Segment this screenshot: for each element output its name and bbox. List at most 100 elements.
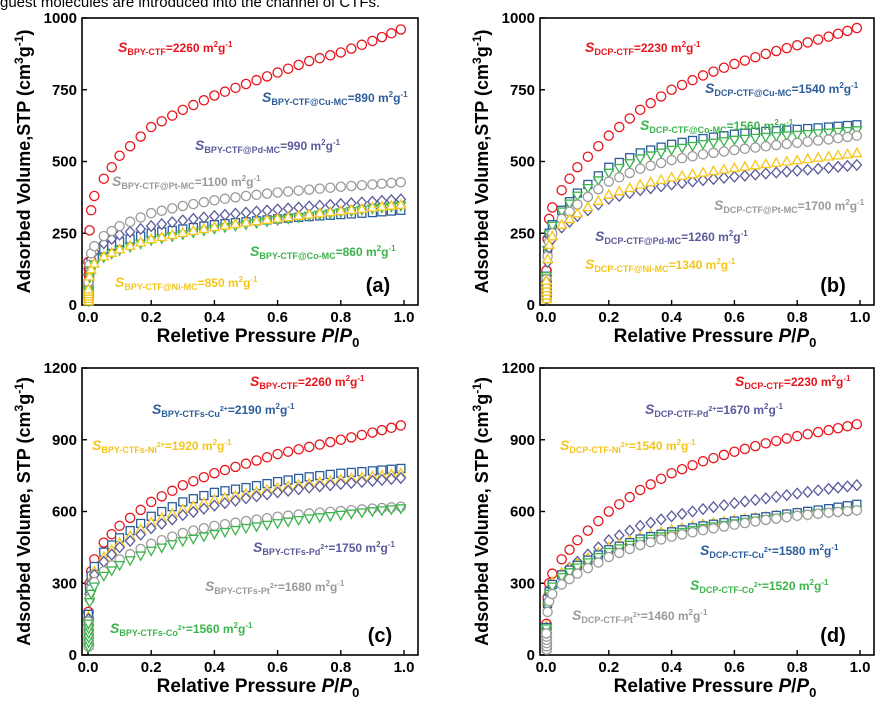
- data-point: [564, 573, 575, 585]
- data-point: [563, 199, 576, 210]
- data-point: [687, 505, 699, 518]
- y-tick-label: 1000: [502, 10, 535, 27]
- series-label: SDCP-CTF@Cu-MC=1540 m2g-1: [705, 80, 859, 98]
- data-point: [547, 588, 558, 600]
- data-point: [89, 190, 100, 202]
- data-point: [851, 158, 863, 172]
- x-tick-label: 0.6: [724, 309, 745, 326]
- data-point: [812, 129, 824, 140]
- y-axis-label: Adsorbed Volume,STP (cm3g-1): [470, 30, 492, 294]
- data-point: [325, 182, 336, 193]
- x-tick-label: 0.2: [141, 659, 162, 676]
- data-point: [644, 151, 657, 162]
- data-point: [240, 78, 252, 90]
- data-point: [88, 257, 101, 268]
- x-tick-label: 1.0: [850, 309, 871, 326]
- data-point: [563, 568, 576, 579]
- data-point: [770, 166, 782, 179]
- data-point: [303, 441, 315, 453]
- data-point: [219, 519, 231, 530]
- y-tick-label: 600: [52, 504, 77, 521]
- x-tick-label: 0.0: [536, 309, 557, 326]
- data-point: [823, 134, 834, 145]
- data-point: [708, 66, 719, 77]
- data-point: [261, 520, 273, 531]
- data-point: [728, 170, 740, 183]
- data-point: [135, 504, 146, 516]
- data-point: [314, 439, 325, 450]
- data-point: [134, 551, 147, 562]
- chart-panel: 0.0 0.2 0.4 0.6 0.8 1.0 0 300 600 900 1200 Relative…: [12, 360, 419, 700]
- panel-tag: (d): [820, 625, 846, 647]
- data-point: [198, 196, 210, 208]
- data-point: [634, 519, 646, 533]
- data-point: [697, 166, 709, 177]
- data-point: [686, 168, 699, 179]
- data-point: [645, 479, 656, 490]
- data-point: [219, 86, 231, 97]
- data-point: [603, 168, 615, 179]
- y-tick-label: 500: [52, 154, 77, 171]
- data-point: [335, 434, 347, 445]
- data-point: [571, 563, 584, 574]
- data-point: [386, 422, 397, 434]
- series-label: SBPY-CTFs-Pt2+=1680 m2g-1: [205, 578, 345, 596]
- data-point: [832, 132, 844, 144]
- data-point: [802, 37, 813, 48]
- x-tick-label: 0.8: [787, 309, 808, 326]
- data-point: [124, 140, 136, 152]
- data-point: [718, 498, 730, 512]
- data-point: [89, 240, 100, 252]
- data-point: [540, 274, 553, 285]
- data-point: [750, 516, 761, 527]
- data-point: [655, 534, 667, 545]
- data-point: [303, 481, 315, 494]
- data-point: [356, 39, 368, 51]
- data-point: [832, 481, 844, 494]
- data-point: [229, 494, 241, 507]
- data-point: [346, 43, 357, 54]
- data-point: [250, 215, 263, 226]
- x-tick-label: 0.4: [204, 659, 226, 676]
- data-point: [395, 176, 407, 188]
- data-point: [739, 143, 751, 155]
- data-point: [105, 246, 118, 257]
- x-tick-label: 0.8: [330, 309, 351, 326]
- series-label: SDCP-CTF-Cu2+=1580 m2g-1: [700, 542, 839, 560]
- data-point: [823, 507, 834, 518]
- data-point: [261, 488, 273, 501]
- x-tick-label: 0.8: [330, 659, 351, 676]
- data-point: [781, 511, 792, 523]
- x-tick-label: 1.0: [394, 309, 415, 326]
- data-point: [624, 113, 635, 124]
- data-point: [655, 513, 667, 526]
- series-label: SDCP-CTF-Ni2+=1540 m2g-1: [560, 437, 696, 455]
- data-point: [156, 491, 167, 502]
- data-point: [739, 134, 751, 145]
- data-point: [98, 250, 110, 261]
- data-point: [324, 479, 336, 492]
- data-point: [85, 263, 97, 274]
- x-tick-label: 0.6: [267, 659, 288, 676]
- data-point: [718, 449, 730, 461]
- data-point: [106, 161, 117, 173]
- data-point: [385, 199, 398, 210]
- data-point: [145, 207, 157, 219]
- series-label: SBPY-CTF@Ni-MC=850 m2g-1: [115, 274, 258, 292]
- data-point: [188, 99, 199, 111]
- data-point: [114, 520, 125, 532]
- data-point: [88, 582, 101, 593]
- data-point: [718, 62, 730, 73]
- data-point: [145, 546, 157, 557]
- y-tick-label: 600: [510, 504, 535, 521]
- data-point: [85, 589, 97, 600]
- series-label: SBPY-CTF@Pd-MC=990 m2g-1: [195, 137, 341, 155]
- series-label: SBPY-CTF@Pt-MC=1100 m2g-1: [112, 173, 261, 191]
- data-point: [781, 488, 793, 502]
- series-label: SBPY-CTFs-Pd2+=1750 m2g-1: [253, 539, 396, 557]
- data-point: [156, 217, 168, 231]
- data-point: [655, 157, 667, 169]
- data-point: [760, 167, 772, 180]
- data-point: [376, 424, 388, 436]
- data-point: [240, 206, 252, 219]
